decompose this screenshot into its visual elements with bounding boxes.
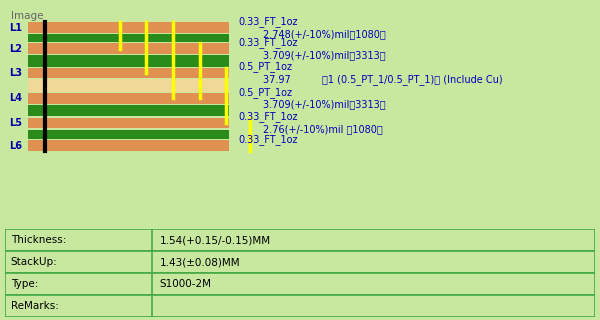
Bar — [5, 295, 595, 317]
Bar — [28, 34, 229, 42]
Bar — [28, 55, 229, 67]
Text: 37.97          【1 (0.5_PT_1/0.5_PT_1)】 (Include Cu): 37.97 【1 (0.5_PT_1/0.5_PT_1)】 (Include C… — [238, 74, 503, 85]
Text: L5: L5 — [10, 118, 23, 128]
Text: 3.709(+/-10%)mil【3313】: 3.709(+/-10%)mil【3313】 — [238, 50, 386, 60]
Bar — [28, 131, 229, 139]
Text: L6: L6 — [10, 140, 23, 150]
Text: 1.54(+0.15/-0.15)MM: 1.54(+0.15/-0.15)MM — [160, 236, 271, 245]
Text: 3.709(+/-10%)mil【3313】: 3.709(+/-10%)mil【3313】 — [238, 100, 386, 110]
Text: 2.76(+/-10%)mil 【1080】: 2.76(+/-10%)mil 【1080】 — [238, 124, 383, 134]
Bar — [28, 22, 229, 33]
Text: Thickness:: Thickness: — [11, 236, 66, 245]
Text: L3: L3 — [10, 68, 23, 78]
Bar — [5, 252, 595, 273]
Text: ReMarks:: ReMarks: — [11, 301, 59, 311]
Text: 0.5_PT_1oz: 0.5_PT_1oz — [238, 87, 292, 98]
Text: L2: L2 — [10, 44, 23, 54]
Bar — [28, 105, 229, 116]
Text: StackUp:: StackUp: — [11, 257, 58, 268]
Text: Type:: Type: — [11, 279, 38, 289]
Text: 1.43(±0.08)MM: 1.43(±0.08)MM — [160, 257, 240, 268]
Bar — [28, 140, 229, 151]
Text: Image: Image — [11, 11, 43, 21]
Text: L4: L4 — [10, 93, 23, 103]
Text: L1: L1 — [10, 23, 23, 33]
Text: 0.33_FT_1oz: 0.33_FT_1oz — [238, 134, 298, 145]
Text: 0.33_FT_1oz: 0.33_FT_1oz — [238, 111, 298, 122]
Bar — [28, 117, 229, 128]
Bar — [5, 273, 595, 295]
Bar — [28, 93, 229, 104]
Text: 0.33_FT_1oz: 0.33_FT_1oz — [238, 37, 298, 48]
Bar — [28, 44, 229, 54]
Bar — [28, 68, 229, 78]
Text: 2.748(+/-10%)mil【1080】: 2.748(+/-10%)mil【1080】 — [238, 29, 386, 39]
Bar — [28, 79, 229, 92]
Text: 0.33_FT_1oz: 0.33_FT_1oz — [238, 16, 298, 27]
Text: S1000-2M: S1000-2M — [160, 279, 211, 289]
Bar — [5, 229, 595, 252]
Text: 0.5_PT_1oz: 0.5_PT_1oz — [238, 61, 292, 72]
